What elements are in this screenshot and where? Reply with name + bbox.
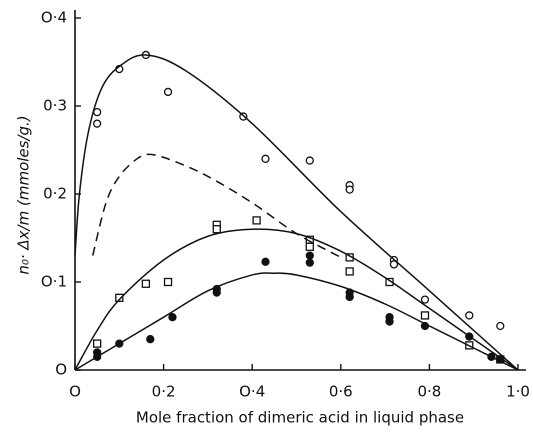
x-tick-label: 0·6 [329, 383, 353, 401]
square-marker [93, 339, 102, 348]
x-tick-label: 0·2 [152, 383, 176, 401]
circle-marker [465, 311, 474, 320]
solid-line [74, 54, 519, 371]
circle-marker [93, 119, 102, 128]
y-tick-label: O [55, 361, 67, 379]
y-tick-label: O·1 [41, 273, 67, 291]
circle-marker [261, 154, 270, 163]
dashed-line [91, 153, 342, 259]
circle-marker [305, 258, 314, 267]
solid-line [74, 228, 519, 371]
x-tick-label: O·4 [239, 383, 265, 401]
x-tick-label: 1·0 [506, 383, 530, 401]
circle-marker [146, 335, 155, 344]
square-marker [252, 216, 261, 225]
x-tick-label: 0·8 [417, 383, 441, 401]
y-tick-label: O·4 [41, 9, 67, 27]
circle-marker [261, 257, 270, 266]
square-marker [141, 279, 151, 288]
circle-marker [305, 251, 314, 260]
y-axis-title: n₀· Δx/m (mmoles/g.) [15, 115, 33, 274]
circle-marker [93, 108, 102, 117]
circle-marker [389, 260, 399, 269]
circle-marker [420, 295, 430, 304]
square-marker [163, 277, 173, 287]
circle-marker [496, 321, 505, 331]
square-marker [115, 293, 124, 302]
circle-marker [305, 156, 314, 165]
x-tick-label: O [69, 383, 81, 401]
circle-marker [168, 313, 177, 322]
square-marker [420, 311, 430, 320]
square-marker [305, 242, 314, 251]
circle-marker [212, 288, 221, 297]
y-tick-label: 0·3 [43, 97, 67, 115]
circle-marker [163, 87, 173, 97]
circle-marker [345, 185, 354, 194]
circle-marker [385, 317, 394, 326]
circle-marker [345, 292, 354, 302]
y-tick-label: 0·2 [43, 185, 67, 203]
x-axis-title: Mole fraction of dimeric acid in liquid … [136, 409, 464, 427]
square-marker [345, 267, 354, 276]
solid-line [74, 272, 519, 371]
square-marker [212, 225, 221, 234]
